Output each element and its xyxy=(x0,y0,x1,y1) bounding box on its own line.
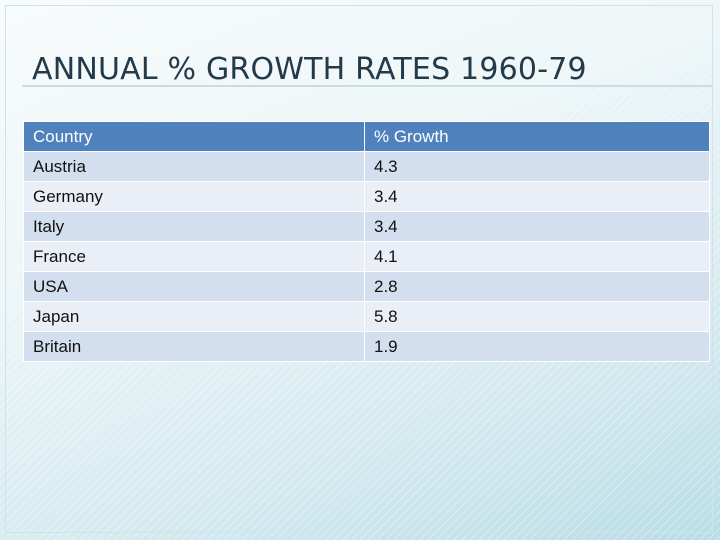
slide-title: ANNUAL % GROWTH RATES 1960-79 xyxy=(32,52,587,87)
table-row: France 4.1 xyxy=(23,241,710,272)
country-cell: France xyxy=(23,241,365,272)
column-header-growth: % Growth xyxy=(364,121,710,152)
table-header-row: Country % Growth xyxy=(23,121,710,152)
country-cell: Germany xyxy=(23,181,365,212)
country-cell: Austria xyxy=(23,151,365,182)
country-cell: Japan xyxy=(23,301,365,332)
country-cell: Italy xyxy=(23,211,365,242)
growth-cell: 3.4 xyxy=(364,211,710,242)
table-row: Germany 3.4 xyxy=(23,181,710,212)
growth-cell: 5.8 xyxy=(364,301,710,332)
title-underline xyxy=(22,85,712,87)
growth-cell: 4.3 xyxy=(364,151,710,182)
growth-cell: 3.4 xyxy=(364,181,710,212)
table-row: Italy 3.4 xyxy=(23,211,710,242)
growth-cell: 1.9 xyxy=(364,331,710,362)
column-header-country: Country xyxy=(23,121,365,152)
country-cell: Britain xyxy=(23,331,365,362)
growth-rates-table: Country % Growth Austria 4.3 Germany 3.4… xyxy=(23,121,710,362)
growth-cell: 2.8 xyxy=(364,271,710,302)
table-row: USA 2.8 xyxy=(23,271,710,302)
table-row: Austria 4.3 xyxy=(23,151,710,182)
country-cell: USA xyxy=(23,271,365,302)
growth-cell: 4.1 xyxy=(364,241,710,272)
table-row: Japan 5.8 xyxy=(23,301,710,332)
table-row: Britain 1.9 xyxy=(23,331,710,362)
